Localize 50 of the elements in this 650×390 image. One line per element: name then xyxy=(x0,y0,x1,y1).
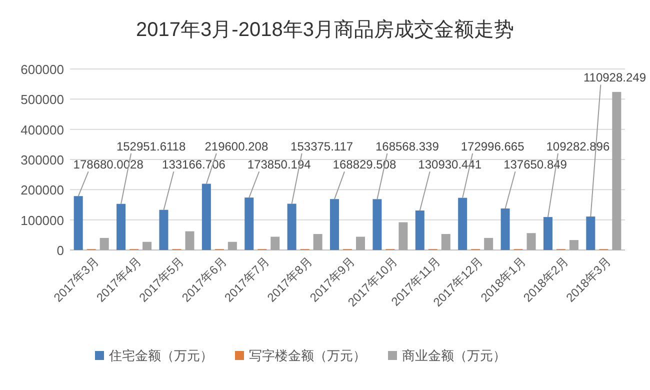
y-tick-label: 400000 xyxy=(20,122,64,138)
bar xyxy=(415,210,424,250)
data-label: 172996.665 xyxy=(460,139,525,154)
bar xyxy=(612,92,622,250)
chart-title: 2017年3月-2018年3月商品房成交金额走势 xyxy=(136,19,514,41)
y-tick-label: 300000 xyxy=(20,152,64,168)
data-label: 168829.508 xyxy=(332,158,397,172)
bar xyxy=(287,204,296,250)
y-tick-label: 600000 xyxy=(20,62,64,77)
bar xyxy=(398,222,408,250)
bar xyxy=(116,204,126,250)
bar xyxy=(372,199,382,250)
data-label: 137650.849 xyxy=(504,158,568,172)
y-tick-label: 500000 xyxy=(20,92,64,108)
data-label: 133166.706 xyxy=(162,158,226,172)
data-label: 153375.117 xyxy=(290,139,354,154)
bar xyxy=(569,240,578,250)
data-label: 168568.339 xyxy=(375,139,440,154)
y-tick-label: 100000 xyxy=(20,212,64,228)
bar xyxy=(159,210,168,250)
bar xyxy=(330,199,339,250)
bar xyxy=(484,238,494,250)
data-label: 152951.6118 xyxy=(116,139,186,154)
bar xyxy=(142,242,152,250)
bar xyxy=(100,238,109,250)
data-label: 130930.441 xyxy=(418,158,482,172)
legend-label: 商业金额（万元） xyxy=(402,348,506,363)
bar xyxy=(526,233,536,250)
bar xyxy=(185,231,194,250)
data-label: 219600.208 xyxy=(204,139,268,154)
bar xyxy=(74,196,83,250)
y-tick-label: 0 xyxy=(56,243,64,258)
bar xyxy=(202,184,211,250)
data-label: 110928.249 xyxy=(583,70,646,85)
y-tick-label: 200000 xyxy=(20,182,64,198)
bar xyxy=(356,236,365,250)
bar xyxy=(441,234,450,250)
bar xyxy=(270,236,280,250)
data-label: 109282.896 xyxy=(546,139,610,154)
bar xyxy=(543,217,552,250)
bar xyxy=(458,198,468,250)
legend-label: 写字楼金额（万元） xyxy=(249,348,366,363)
bar xyxy=(586,216,596,250)
bar xyxy=(244,198,254,250)
legend-label: 住宅金额（万元） xyxy=(108,348,213,363)
data-label: 173850.194 xyxy=(247,158,312,172)
bar xyxy=(313,234,322,250)
bar xyxy=(500,208,510,250)
data-label: 178680.0028 xyxy=(73,158,144,172)
bar xyxy=(228,242,237,250)
